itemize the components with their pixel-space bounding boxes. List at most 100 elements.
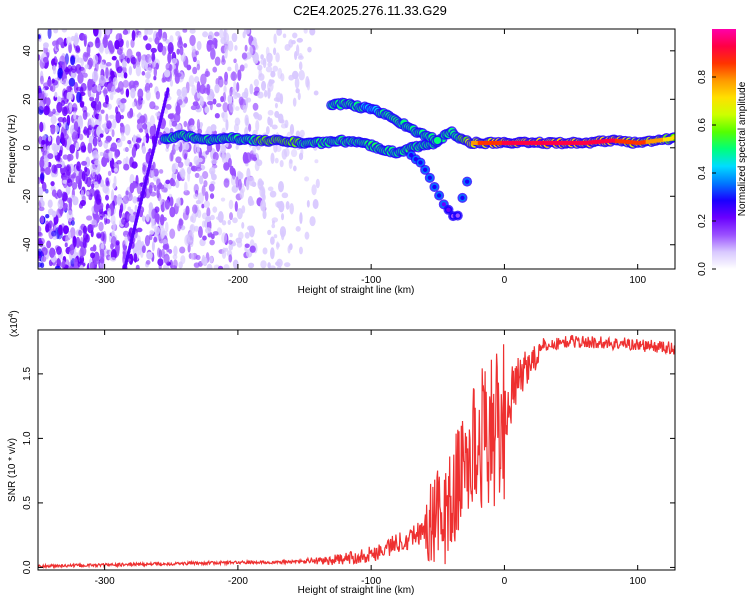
noise-speckle <box>267 87 271 99</box>
noise-speckle <box>270 70 276 78</box>
noise-speckle <box>216 216 223 221</box>
ridge-band <box>597 139 600 144</box>
noise-speckle <box>99 42 104 54</box>
noise-speckle <box>172 254 178 260</box>
noise-speckle <box>173 68 179 75</box>
noise-speckle <box>137 51 142 63</box>
noise-speckle <box>171 265 178 269</box>
noise-speckle <box>189 240 194 248</box>
noise-speckle <box>141 145 147 154</box>
noise-speckle <box>158 169 164 174</box>
x-tick-label: -200 <box>228 275 248 286</box>
noise-speckle <box>72 196 79 206</box>
noise-speckle <box>79 86 84 95</box>
noise-speckle <box>167 113 175 120</box>
noise-speckle <box>167 52 172 64</box>
noise-speckle <box>153 66 158 78</box>
y-tick-label: 0.5 <box>22 496 33 510</box>
noise-speckle <box>191 212 197 224</box>
noise-speckle <box>142 164 146 172</box>
noise-speckle <box>190 252 194 261</box>
ridge-band <box>660 137 663 142</box>
noise-speckle <box>141 71 146 76</box>
noise-speckle <box>111 55 117 61</box>
noise-speckle <box>188 118 195 127</box>
noise-speckle <box>162 239 168 245</box>
ridge-band <box>547 140 550 145</box>
noise-speckle <box>163 253 170 264</box>
noise-speckle <box>223 178 230 188</box>
ridge-band <box>517 140 520 145</box>
noise-speckle <box>92 29 99 37</box>
ridge-band <box>569 140 572 145</box>
noise-speckle <box>53 29 59 34</box>
ridge-band <box>565 140 568 145</box>
noise-speckle <box>111 230 115 238</box>
noise-speckle <box>266 52 273 63</box>
noise-speckle <box>81 160 88 166</box>
noise-speckle <box>192 66 198 75</box>
noise-speckle <box>131 30 136 42</box>
noise-speckle <box>110 235 117 247</box>
ridge-band <box>603 139 606 144</box>
noise-speckle <box>229 233 233 238</box>
noise-speckle <box>56 246 62 255</box>
noise-speckle <box>214 56 221 66</box>
noise-speckle <box>132 134 137 144</box>
ridge-band <box>593 140 596 145</box>
noise-speckle <box>105 194 109 201</box>
noise-speckle <box>201 203 205 209</box>
noise-speckle <box>151 223 157 229</box>
noise-speckle <box>120 88 124 95</box>
noise-speckle <box>186 166 192 175</box>
noise-speckle <box>263 89 268 98</box>
noise-speckle <box>87 142 93 154</box>
noise-speckle <box>145 213 150 223</box>
ridge-core <box>422 167 428 173</box>
noise-streak <box>166 87 170 94</box>
colorbar-tick-label: 0.6 <box>697 118 708 132</box>
noise-speckle <box>84 53 91 58</box>
noise-speckle <box>222 102 229 113</box>
noise-speckle <box>132 101 136 108</box>
noise-speckle <box>249 199 255 206</box>
noise-speckle <box>282 33 287 39</box>
noise-speckle <box>42 42 49 49</box>
noise-speckle <box>221 153 225 161</box>
ridge-band <box>616 139 619 143</box>
noise-speckle <box>149 115 155 127</box>
noise-speckle <box>192 204 198 214</box>
noise-speckle <box>269 265 276 269</box>
ridge-band <box>500 140 503 145</box>
noise-speckle <box>58 224 63 236</box>
noise-speckle <box>196 63 201 71</box>
noise-speckle <box>126 48 133 60</box>
noise-speckle <box>78 229 83 236</box>
ridge-band <box>552 140 555 145</box>
noise-speckle <box>71 217 75 222</box>
noise-speckle <box>288 74 295 81</box>
noise-speckle <box>100 68 104 77</box>
noise-speckle <box>113 167 118 173</box>
colorbar-tick-label: 0.4 <box>697 166 708 180</box>
noise-speckle <box>55 124 60 133</box>
noise-speckle <box>255 119 260 132</box>
ridge-band <box>580 140 583 145</box>
ridge-band <box>671 136 674 141</box>
noise-speckle <box>91 70 99 83</box>
noise-speckle <box>38 186 44 197</box>
noise-speckle <box>154 213 160 223</box>
noise-speckle <box>241 52 248 60</box>
noise-speckle <box>295 88 300 94</box>
ridge-band <box>659 138 662 143</box>
ridge-band <box>477 140 480 145</box>
snr-plot-area <box>38 330 675 570</box>
ridge-band <box>576 140 579 145</box>
noise-speckle <box>89 96 95 102</box>
noise-speckle <box>208 183 215 192</box>
noise-speckle <box>184 181 188 193</box>
noise-speckle <box>136 137 142 144</box>
noise-speckle <box>142 135 147 144</box>
snr-y-label: SNR (10 * v/v) <box>7 438 18 502</box>
noise-speckle <box>40 167 46 174</box>
